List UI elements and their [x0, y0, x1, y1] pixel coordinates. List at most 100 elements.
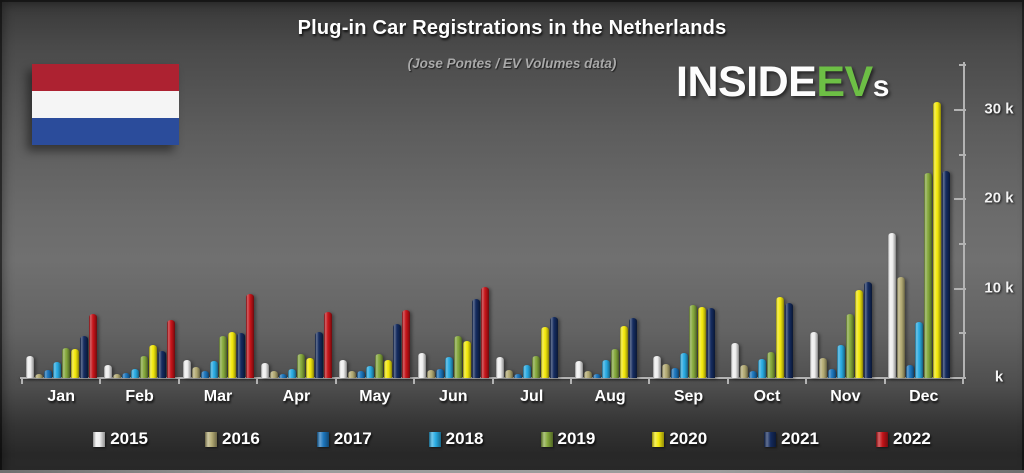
month-group-jul [493, 78, 571, 378]
x-label-jul: Jul [520, 388, 544, 405]
bar-2016-jul [505, 370, 514, 378]
y-axis-label: 10 k [984, 279, 1014, 297]
y-axis-minor-tick [959, 332, 966, 335]
bar-2020-dec [933, 102, 942, 378]
bar-2019-apr [296, 354, 305, 378]
bar-2019-jan [61, 348, 70, 378]
bar-2021-may [393, 324, 402, 378]
legend-swatch-2018 [428, 431, 441, 447]
month-group-apr [257, 78, 335, 378]
month-group-may [336, 78, 414, 378]
bar-2022-may [402, 310, 411, 378]
x-label-apr: Apr [282, 388, 311, 405]
logo-text-inside: INSIDE [676, 58, 817, 106]
x-axis-tick [569, 379, 572, 384]
legend-item-2020: 2020 [652, 429, 707, 449]
legend-label-2015: 2015 [110, 429, 149, 448]
bar-2016-mar [191, 367, 200, 378]
legend-swatch-2016 [205, 431, 218, 447]
x-label-oct: Oct [753, 388, 781, 405]
y-axis-major-tick [954, 198, 966, 201]
flag-white-band [32, 91, 179, 118]
y-axis-label: 30 k [984, 100, 1014, 118]
bar-2016-dec [897, 277, 906, 378]
bar-2020-may [384, 360, 393, 378]
month-group-jan [22, 78, 100, 378]
bar-2017-apr [278, 374, 287, 378]
bar-2019-sep [689, 305, 698, 378]
bar-2017-aug [592, 374, 601, 378]
bar-2016-aug [583, 371, 592, 378]
month-group-sep [649, 78, 727, 378]
bar-2017-mar [200, 371, 209, 378]
y-axis-line [963, 62, 965, 379]
bar-2021-oct [785, 303, 794, 378]
bar-2017-feb [122, 373, 131, 378]
legend-item-2021: 2021 [764, 429, 819, 449]
bar-2019-mar [218, 336, 227, 378]
bar-2017-jul [514, 374, 523, 378]
legend-label-2020: 2020 [669, 429, 708, 448]
legend-item-2017: 2017 [316, 429, 372, 449]
bar-2022-feb [167, 320, 176, 378]
bar-2022-jan [88, 314, 97, 378]
bar-2021-apr [314, 332, 323, 378]
bar-2016-oct [740, 365, 749, 378]
bar-2021-aug [628, 318, 637, 378]
legend-label-2016: 2016 [222, 429, 260, 448]
bar-2015-feb [104, 365, 113, 378]
y-axis-major-tick [954, 109, 966, 112]
x-axis-tick [491, 379, 494, 384]
bar-2016-sep [662, 364, 671, 378]
bar-2015-apr [260, 363, 269, 378]
bar-2016-feb [113, 374, 122, 378]
x-axis-tick [962, 379, 964, 384]
bar-2015-jan [25, 356, 34, 378]
bar-2020-jul [541, 327, 550, 378]
bar-2018-nov [836, 345, 845, 378]
y-axis-minor-tick [959, 243, 966, 246]
x-axis-tick [805, 379, 808, 384]
bar-2018-may [366, 366, 375, 378]
bar-2019-jul [532, 356, 541, 378]
bar-2019-feb [140, 356, 149, 378]
bar-2015-may [339, 360, 348, 378]
bar-2020-apr [305, 358, 314, 378]
bar-2021-sep [707, 308, 716, 378]
month-group-jun [414, 78, 492, 378]
bar-2018-jan [52, 362, 61, 378]
y-axis-label: k [994, 368, 1004, 386]
x-axis-tick [177, 379, 180, 384]
bar-2015-mar [182, 360, 191, 378]
x-label-jan: Jan [47, 388, 75, 405]
y-axis-major-tick [954, 287, 966, 290]
bar-2020-feb [149, 345, 158, 378]
y-axis-minor-tick [959, 64, 966, 67]
bar-2018-dec [915, 322, 924, 378]
legend-label-2022: 2022 [892, 429, 931, 448]
bar-2016-nov [818, 358, 827, 378]
bar-2016-jun [426, 370, 435, 378]
bottom-edge-highlight [0, 470, 1024, 473]
y-axis-label: 20 k [984, 190, 1014, 208]
legend-label-2018: 2018 [445, 429, 484, 448]
bar-2022-apr [323, 312, 332, 378]
y-axis-major-tick [954, 377, 966, 379]
x-axis-line [20, 377, 965, 379]
bar-2015-jul [496, 357, 505, 378]
legend-label-2017: 2017 [333, 429, 372, 448]
legend-swatch-2019 [540, 431, 553, 447]
bar-2020-sep [698, 307, 707, 378]
bar-2018-apr [287, 369, 296, 378]
bar-2020-oct [776, 297, 785, 378]
bar-2021-feb [158, 351, 167, 378]
logo-text-ev: EV [816, 58, 873, 106]
month-group-feb [100, 78, 178, 378]
x-label-feb: Feb [125, 388, 154, 405]
bar-2017-nov [827, 369, 836, 378]
bar-2015-sep [653, 356, 662, 378]
bar-2018-sep [680, 353, 689, 378]
bar-2021-jul [550, 317, 559, 378]
bar-2015-nov [809, 332, 818, 378]
bar-2021-mar [236, 333, 245, 378]
